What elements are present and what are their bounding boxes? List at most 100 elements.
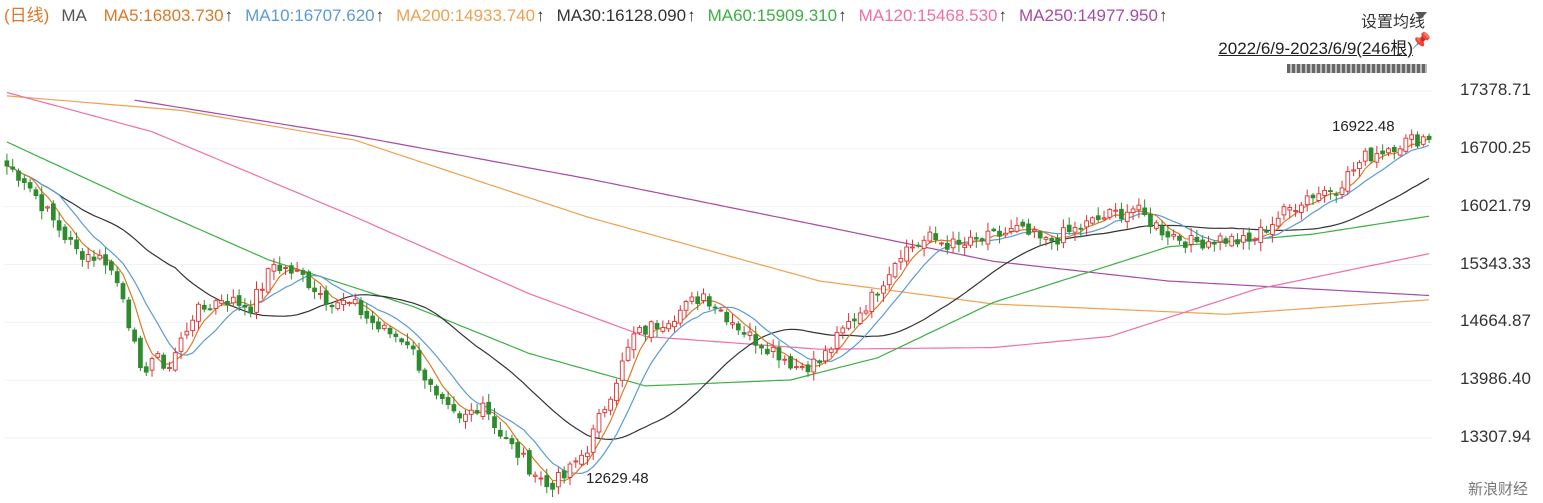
candle-body-down xyxy=(288,265,294,274)
candle xyxy=(103,247,108,274)
candle xyxy=(1159,220,1165,241)
candle xyxy=(277,256,283,274)
candle-body-up xyxy=(1014,224,1020,232)
candle xyxy=(654,319,660,338)
candle xyxy=(265,267,271,295)
candle xyxy=(1293,203,1298,217)
candle-body-down xyxy=(991,228,997,232)
candle xyxy=(10,158,16,173)
candle xyxy=(1032,226,1037,238)
candle-body-up xyxy=(1136,204,1142,211)
candle-body-down xyxy=(1020,221,1026,227)
candle-body-up xyxy=(1397,148,1403,156)
candle-body-up xyxy=(1113,209,1118,212)
candle xyxy=(1037,230,1043,247)
candle xyxy=(619,352,625,388)
candle-body-down xyxy=(138,337,143,369)
candle-body-up xyxy=(521,452,526,455)
low-annotation: 12629.48 xyxy=(586,470,649,487)
candle xyxy=(794,358,799,370)
candle xyxy=(515,438,521,466)
candle xyxy=(1345,166,1351,196)
candle xyxy=(1409,129,1415,149)
candle-body-up xyxy=(590,428,596,453)
candle-body-up xyxy=(1107,208,1113,218)
candle-body-up xyxy=(468,409,474,415)
pin-icon[interactable]: 📌 xyxy=(1411,33,1431,50)
candle-body-down xyxy=(457,413,463,419)
legend-item: MA5:16803.730↑ xyxy=(103,6,234,25)
candle-body-up xyxy=(846,321,851,329)
candle-body-down xyxy=(1223,238,1229,244)
candle xyxy=(561,466,567,484)
candle-body-up xyxy=(886,274,892,286)
candle-body-down xyxy=(1426,135,1432,140)
candle xyxy=(1397,145,1403,157)
candle-body-down xyxy=(1142,207,1148,216)
legend-item: MA120:15468.530↑ xyxy=(858,6,1008,25)
y-tick-label: 15343.33 xyxy=(1460,253,1531,273)
candle-body-up xyxy=(939,242,944,245)
candle-body-down xyxy=(126,299,132,329)
candle-body-down xyxy=(242,304,248,308)
candle-body-down xyxy=(312,287,317,293)
candle-body-up xyxy=(167,367,172,369)
chevron-down-icon[interactable] xyxy=(1415,12,1427,19)
y-tick-label: 16700.25 xyxy=(1460,137,1531,157)
ma-settings-label: 设置均线 xyxy=(1360,14,1425,31)
candle xyxy=(1217,232,1223,251)
watermark: 新浪财经 xyxy=(1468,478,1529,499)
candle-body-up xyxy=(1171,234,1177,237)
candle-body-up xyxy=(596,413,602,433)
candle xyxy=(788,353,793,371)
candle-body-up xyxy=(318,293,323,295)
candle-body-up xyxy=(985,230,991,245)
candle xyxy=(428,377,434,393)
ma-settings-button[interactable]: 设置均线 xyxy=(1361,8,1425,32)
candle-body-up xyxy=(184,330,190,336)
candle-body-up xyxy=(730,322,735,325)
candle xyxy=(950,231,956,254)
candle xyxy=(631,326,637,359)
candle xyxy=(62,224,68,244)
candle-body-up xyxy=(579,454,584,465)
candle-body-up xyxy=(1316,193,1322,201)
candle-body-up xyxy=(1339,187,1345,195)
candle xyxy=(898,250,904,270)
candle-body-up xyxy=(1275,217,1281,227)
candle xyxy=(1374,146,1380,169)
candle xyxy=(672,315,677,333)
candle-body-up xyxy=(1351,169,1356,172)
candle-body-down xyxy=(27,182,33,189)
candle xyxy=(318,286,323,300)
candle xyxy=(381,323,387,331)
candle xyxy=(497,421,503,439)
candle-body-down xyxy=(1119,208,1124,220)
date-range[interactable]: 2022/6/9-2023/6/9(246根) xyxy=(1218,39,1413,58)
candle-body-down xyxy=(1078,227,1084,230)
candle xyxy=(1002,227,1008,238)
candle xyxy=(886,266,892,290)
candle-body-down xyxy=(410,345,416,350)
candle xyxy=(143,361,149,377)
candle xyxy=(544,468,550,494)
candle-body-down xyxy=(497,429,503,437)
candle xyxy=(1095,207,1101,223)
candle xyxy=(573,457,579,468)
candle-body-up xyxy=(1084,220,1089,228)
candle-body-up xyxy=(1072,227,1078,233)
candle-body-up xyxy=(1240,235,1246,243)
candle xyxy=(875,291,880,303)
candle xyxy=(486,393,492,421)
legend-period: (日线) xyxy=(4,6,50,25)
candle-body-up xyxy=(782,358,788,361)
candle xyxy=(834,326,840,354)
range-scrollbar[interactable] xyxy=(1287,64,1427,73)
candle-body-up xyxy=(1386,148,1391,154)
candle xyxy=(1235,233,1240,248)
candle-body-down xyxy=(91,256,97,261)
candle xyxy=(1101,210,1107,222)
ma120-line xyxy=(6,91,1430,350)
candle xyxy=(927,226,933,244)
candle-body-up xyxy=(1270,224,1275,235)
